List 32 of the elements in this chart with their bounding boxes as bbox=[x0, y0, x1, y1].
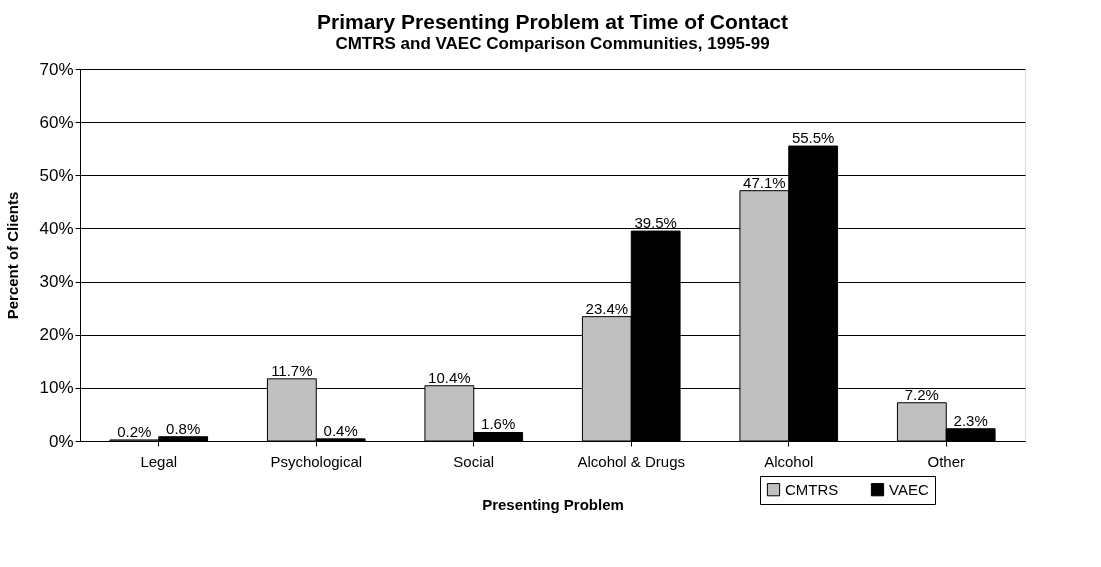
data-label: 0.4% bbox=[323, 421, 358, 439]
x-tick-label: Alcohol & Drugs bbox=[577, 452, 686, 470]
y-tick-label: 50% bbox=[39, 165, 74, 185]
data-label: 7.2% bbox=[904, 385, 939, 403]
y-tick-label: 10% bbox=[39, 378, 74, 398]
legend-label: CMTRS bbox=[785, 480, 839, 498]
chart-title: Primary Presenting Problem at Time of Contact bbox=[316, 10, 789, 33]
data-label: 47.1% bbox=[743, 173, 786, 191]
y-tick-label: 60% bbox=[39, 112, 74, 132]
y-tick-label: 30% bbox=[39, 272, 74, 292]
x-tick-label: Psychological bbox=[270, 452, 363, 470]
data-label: 23.4% bbox=[585, 299, 629, 317]
legend-label: VAEC bbox=[889, 480, 929, 498]
chart-subtitle: CMTRS and VAEC Comparison Communities, 1995-99 bbox=[335, 34, 770, 53]
x-axis-title: Presenting Problem bbox=[482, 495, 624, 513]
x-tick-label: Legal bbox=[140, 452, 178, 470]
y-tick-label: 70% bbox=[39, 59, 74, 79]
x-tick-label: Other bbox=[927, 452, 966, 470]
data-label: 0.8% bbox=[166, 419, 201, 437]
data-label: 10.4% bbox=[428, 368, 471, 386]
data-label: 39.5% bbox=[634, 214, 677, 232]
y-tick-label: 40% bbox=[39, 218, 74, 238]
x-tick-label: Alcohol bbox=[764, 452, 814, 470]
data-label: 11.7% bbox=[271, 361, 313, 379]
y-axis-title: Percent of Clients bbox=[4, 191, 22, 320]
data-label: 1.6% bbox=[481, 415, 516, 433]
x-tick-label: Social bbox=[453, 452, 495, 470]
y-tick-label: 0% bbox=[48, 431, 74, 451]
data-label: 55.5% bbox=[791, 129, 835, 147]
y-tick-label: 20% bbox=[39, 325, 74, 345]
data-label: 0.2% bbox=[117, 422, 152, 440]
data-label: 2.3% bbox=[953, 411, 988, 429]
